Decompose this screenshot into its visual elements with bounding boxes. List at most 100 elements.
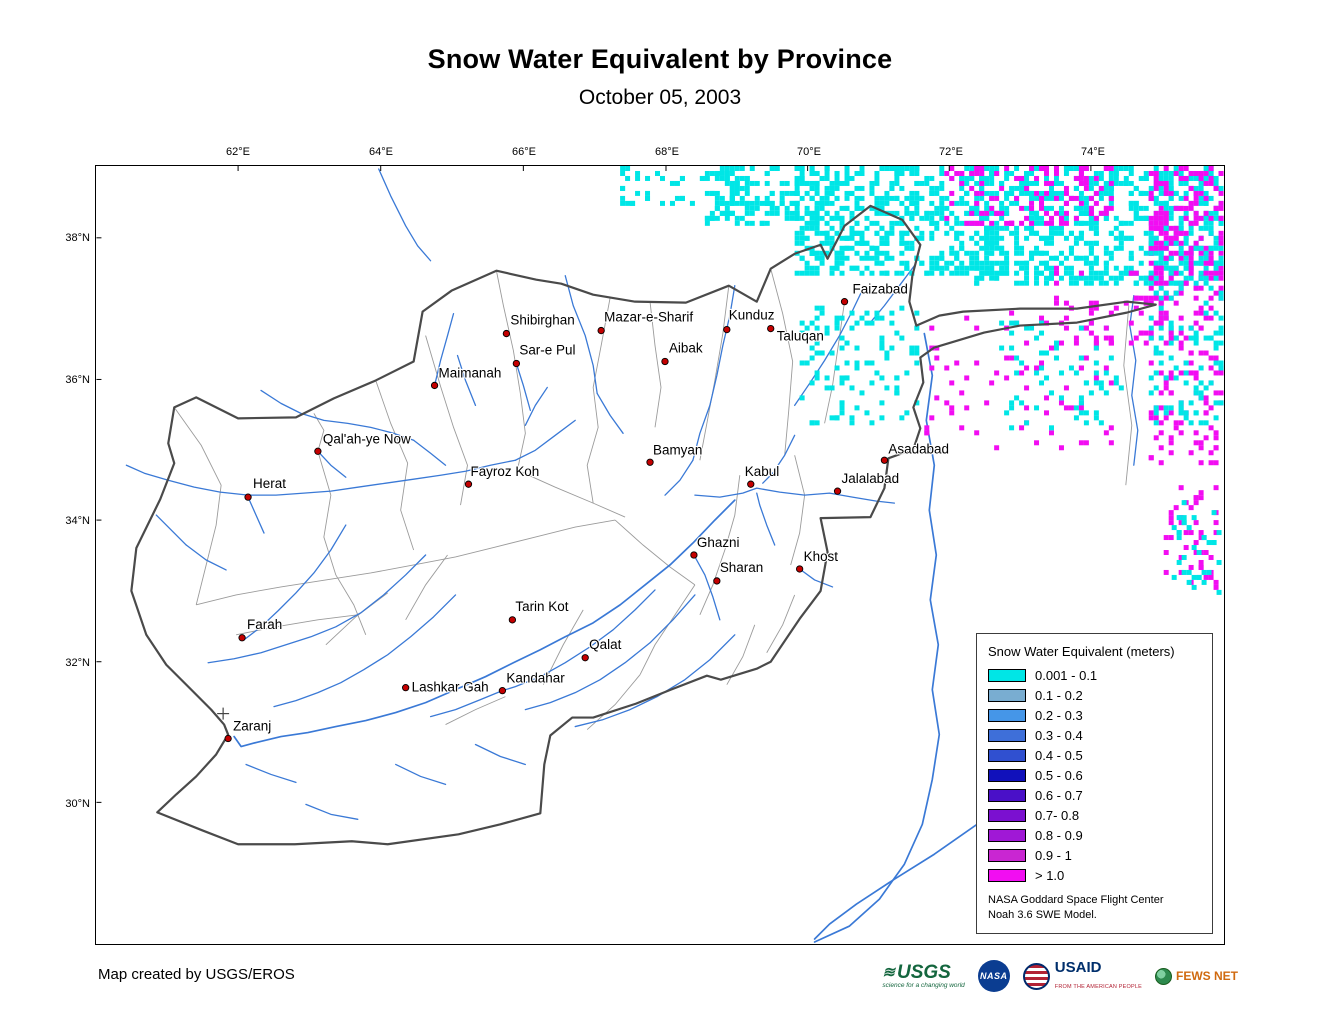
legend: Snow Water Equivalent (meters) 0.001 - 0… <box>976 633 1213 934</box>
page-title: Snow Water Equivalent by Province <box>427 44 893 74</box>
legend-class-label: 0.2 - 0.3 <box>1035 707 1083 723</box>
legend-class-row: 0.8 - 0.9 <box>988 827 1202 843</box>
legend-swatch <box>988 688 1026 702</box>
border-cross-marker <box>217 707 230 720</box>
lon-tick-label: 70°E <box>797 146 821 158</box>
lon-tick-label: 62°E <box>226 146 250 158</box>
city-dot <box>597 326 605 335</box>
lat-tick-label: 36°N <box>65 374 90 386</box>
legend-class-row: 0.7- 0.8 <box>988 807 1202 823</box>
city-label: Kabul <box>745 464 779 479</box>
legend-class-label: 0.3 - 0.4 <box>1035 727 1083 743</box>
legend-swatch <box>988 868 1026 882</box>
legend-class-label: 0.4 - 0.5 <box>1035 747 1083 763</box>
legend-class-label: 0.1 - 0.2 <box>1035 687 1083 703</box>
legend-rows: 0.001 - 0.1 0.1 - 0.2 0.2 - 0.3 0.3 - 0.4 0.… <box>988 667 1202 883</box>
city-dot <box>646 458 654 466</box>
legend-source: NASA Goddard Space Flight Center Noah 3.… <box>988 893 1202 924</box>
city-label: Qalat <box>589 637 621 652</box>
fewsnet-logo: FEWS NET <box>1155 967 1238 985</box>
legend-class-label: 0.001 - 0.1 <box>1035 667 1098 683</box>
city-dot <box>244 493 252 501</box>
city-label: Tarin Kot <box>515 599 568 614</box>
city-label: Taluqan <box>777 329 824 344</box>
legend-class-label: 0.9 - 1 <box>1035 847 1072 863</box>
legend-swatch <box>988 808 1026 822</box>
usaid-logo: USAID FROM THE AMERICAN PEOPLE <box>1022 960 1142 992</box>
city-label: Jalalabad <box>842 471 900 486</box>
lat-tick-label: 34°N <box>65 515 90 527</box>
nasa-logo-text: NASA <box>980 971 1008 981</box>
rivers <box>125 168 1160 943</box>
page-subtitle: October 05, 2003 <box>578 86 742 109</box>
lon-tick-label: 74°E <box>1081 146 1105 158</box>
snow-cover-layer <box>620 166 1224 595</box>
legend-swatch <box>988 708 1026 722</box>
city-label: Qal'ah-ye Now <box>323 431 411 446</box>
legend-source-line1: NASA Goddard Space Flight Center <box>988 894 1164 906</box>
legend-class-row: 0.4 - 0.5 <box>988 747 1202 763</box>
city-label: Lashkar Gah <box>412 680 489 695</box>
city-label: Kandahar <box>506 671 565 686</box>
city-dot <box>833 487 842 495</box>
legend-class-row: 0.6 - 0.7 <box>988 788 1202 803</box>
city-dot <box>402 684 410 692</box>
legend-swatch <box>988 768 1026 782</box>
city-label: Faizabad <box>853 282 908 297</box>
usgs-tagline: science for a changing world <box>882 981 965 989</box>
city-dot <box>723 325 731 334</box>
globe-icon <box>1155 967 1172 985</box>
lon-tick-label: 64°E <box>369 146 393 158</box>
city-label: Aibak <box>669 341 703 356</box>
legend-class-row: 0.001 - 0.1 <box>988 667 1202 683</box>
city-dot <box>661 357 669 366</box>
city-dot <box>508 616 517 624</box>
legend-class-row: 0.2 - 0.3 <box>988 707 1202 723</box>
city-dot <box>498 687 507 695</box>
legend-class-label: 0.7- 0.8 <box>1035 807 1080 823</box>
lat-tick-label: 32°N <box>65 657 90 669</box>
city-dot <box>314 447 322 455</box>
usgs-logo-text: USGS <box>896 961 951 983</box>
city-label: Shibirghan <box>510 313 574 328</box>
city-label: Fayroz Koh <box>470 464 539 479</box>
legend-swatch <box>988 788 1026 802</box>
city-label: Khost <box>804 549 839 564</box>
lon-tick-label: 66°E <box>512 146 536 158</box>
legend-source-line2: Noah 3.6 SWE Model. <box>988 909 1097 922</box>
frame-ticks <box>96 166 1092 803</box>
city-label: Farah <box>247 617 282 632</box>
city-label: Maimanah <box>439 365 502 380</box>
legend-swatch <box>988 848 1026 862</box>
map-credit: Map created by USGS/EROS <box>98 966 295 983</box>
city-dot <box>581 654 589 662</box>
legend-class-row: 0.5 - 0.6 <box>988 768 1202 783</box>
city-dot <box>224 734 232 743</box>
legend-class-row: > 1.0 <box>988 868 1202 883</box>
usaid-seal-icon <box>1022 962 1050 990</box>
city-dot <box>430 381 439 390</box>
city-label: Asadabad <box>888 441 949 456</box>
usaid-tagline: FROM THE AMERICAN PEOPLE <box>1054 984 1142 990</box>
city-dot <box>767 324 775 333</box>
city-dot <box>238 634 246 642</box>
nasa-logo: NASA <box>977 960 1010 992</box>
city-dot <box>880 456 889 464</box>
city-dot <box>747 480 755 488</box>
lon-tick-label: 72°E <box>939 146 963 158</box>
legend-class-label: 0.8 - 0.9 <box>1035 827 1083 843</box>
city-dot <box>796 565 804 573</box>
legend-class-row: 0.3 - 0.4 <box>988 727 1202 743</box>
city-label: Herat <box>253 476 286 491</box>
legend-title: Snow Water Equivalent (meters) <box>988 644 1175 659</box>
legend-class-row: 0.1 - 0.2 <box>988 687 1202 703</box>
legend-class-row: 0.9 - 1 <box>988 847 1202 863</box>
city-label: Bamyan <box>653 442 702 457</box>
logo-strip: ≋ USGS science for a changing world NASA… <box>882 954 1238 998</box>
lat-tick-label: 38°N <box>65 232 90 244</box>
legend-swatch <box>988 728 1026 742</box>
city-dot <box>840 298 849 306</box>
city-label: Zaranj <box>233 719 271 734</box>
usgs-wave-icon: ≋ <box>882 963 895 981</box>
